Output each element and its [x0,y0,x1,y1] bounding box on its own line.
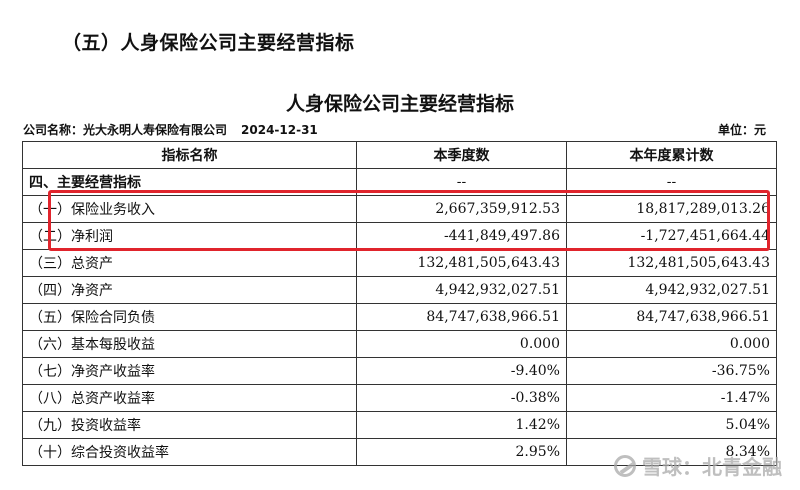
report-date: 2024-12-31 [241,123,318,137]
quarter-value: -9.40% [356,357,567,385]
quarter-value: -0.38% [356,384,567,412]
snowball-logo-icon [614,454,636,477]
quarter-value: -- [356,168,567,196]
indicator-name: （一）保险业务收入 [22,195,357,223]
unit-label: 单位：元 [717,123,766,137]
quarter-value: 1.42% [356,411,567,439]
table-row: （七）净资产收益率 -9.40% -36.75% [22,357,777,385]
table-row: （一）保险业务收入 2,667,359,912.53 18,817,289,01… [22,195,777,223]
company-name: 公司名称：光大永明人寿保险有限公司 [23,123,228,137]
indicator-name: （五）保险合同负债 [22,303,357,331]
quarter-value: -441,849,497.86 [356,222,567,250]
quarter-value: 0.000 [356,330,567,358]
indicator-name: （六）基本每股收益 [22,330,357,358]
ytd-value: -1.47% [566,384,777,412]
indicator-name: （三）总资产 [22,249,357,277]
ytd-value: 84,747,638,966.51 [566,303,777,331]
indicator-name: 四、主要经营指标 [22,168,357,196]
quarter-value: 2.95% [356,438,567,466]
table-row: （二）净利润 -441,849,497.86 -1,727,451,664.44 [22,222,777,250]
table-row: （六）基本每股收益 0.000 0.000 [22,330,777,358]
quarter-value: 132,481,505,643.43 [356,249,567,277]
table-row: （十）综合投资收益率 2.95% 8.34% [22,438,777,466]
section-heading: （五）人身保险公司主要经营指标 [62,32,355,54]
table-row: （五）保险合同负债 84,747,638,966.51 84,747,638,9… [22,303,777,331]
ytd-value: 132,481,505,643.43 [566,249,777,277]
indicator-name: （八）总资产收益率 [22,384,357,412]
indicator-name: （九）投资收益率 [22,411,357,439]
ytd-value: 0.000 [566,330,777,358]
indicators-table: 指标名称 本季度数 本年度累计数 四、主要经营指标 -- -- （一）保险业务收… [22,141,777,466]
table-header-row: 指标名称 本季度数 本年度累计数 [22,141,777,169]
column-header-ytd: 本年度累计数 [566,141,777,169]
quarter-value: 84,747,638,966.51 [356,303,567,331]
ytd-value: -1,727,451,664.44 [566,222,777,250]
company-info: 公司名称：光大永明人寿保险有限公司 2024-12-31 [23,121,318,138]
quarter-value: 4,942,932,027.51 [356,276,567,304]
indicator-name: （二）净利润 [22,222,357,250]
table-row: （九）投资收益率 1.42% 5.04% [22,411,777,439]
indicator-name: （四）净资产 [22,276,357,304]
quarter-value: 2,667,359,912.53 [356,195,567,223]
column-header-quarter: 本季度数 [356,141,567,169]
watermark-text: 雪球：北青金融 [642,455,782,479]
column-header-indicator: 指标名称 [22,141,357,169]
indicator-name: （七）净资产收益率 [22,357,357,385]
indicator-name: （十）综合投资收益率 [22,438,357,466]
ytd-value: 8.34% [566,438,777,466]
ytd-value: 18,817,289,013.26 [566,195,777,223]
table-row: （三）总资产 132,481,505,643.43 132,481,505,64… [22,249,777,277]
ytd-value: 4,942,932,027.51 [566,276,777,304]
ytd-value: -- [566,168,777,196]
ytd-value: 5.04% [566,411,777,439]
table-row: （八）总资产收益率 -0.38% -1.47% [22,384,777,412]
table-row-section: 四、主要经营指标 -- -- [22,168,777,196]
watermark: 雪球：北青金融 [614,451,782,480]
table-row: （四）净资产 4,942,932,027.51 4,942,932,027.51 [22,276,777,304]
ytd-value: -36.75% [566,357,777,385]
table-title: 人身保险公司主要经营指标 [285,93,514,115]
